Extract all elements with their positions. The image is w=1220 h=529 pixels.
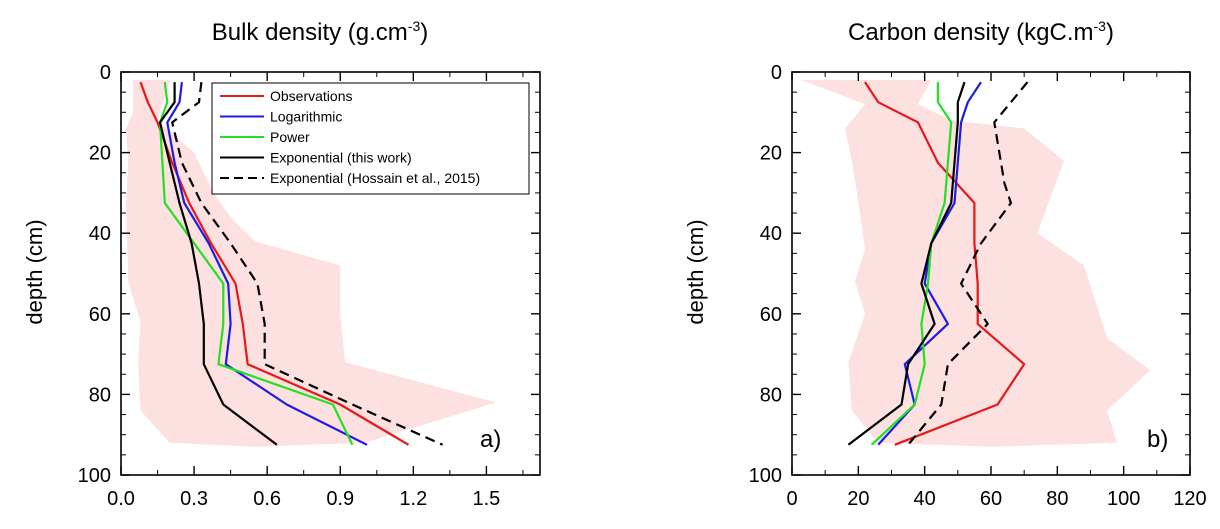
- x-tick-label: 0.3: [180, 488, 208, 510]
- legend-label: Observations: [270, 88, 352, 104]
- y-tick-label: 20: [760, 143, 782, 165]
- y-tick-label: 60: [760, 304, 782, 326]
- x-tick-label: 40: [914, 488, 936, 510]
- legend-label: Exponential (this work): [270, 150, 412, 166]
- series-line-exponential-this-work: [158, 82, 278, 446]
- panel-b-ylabel: depth (cm): [683, 219, 708, 324]
- panel-a-title: Bulk density (g.cm-3): [212, 18, 429, 46]
- legend-box: [211, 82, 530, 195]
- panel-b-label: b): [1147, 426, 1168, 453]
- x-tick-label: 80: [1046, 488, 1068, 510]
- series-line-exponential-this-work: [847, 81, 966, 446]
- x-tick-label: 0.6: [253, 488, 281, 510]
- x-tick-label: 60: [980, 488, 1002, 510]
- legend: Observations Logarithmic Power Exponential …: [211, 82, 530, 195]
- x-tick-label: 0: [786, 488, 797, 510]
- x-tick-label: 100: [1107, 488, 1140, 510]
- panel-b-title: Carbon density (kgC.m-3): [848, 18, 1114, 46]
- x-tick-label: 1.5: [473, 488, 501, 510]
- panel-a-ylabel: depth (cm): [22, 219, 47, 324]
- carbon-density-panel: Carbon density (kgC.m-3) depth (cm) b) 0…: [683, 18, 1207, 510]
- y-tick-label: 80: [89, 384, 111, 406]
- x-tick-label: 0.0: [107, 488, 135, 510]
- legend-label: Logarithmic: [270, 109, 342, 125]
- series-line-exponential-hossain-et-al-2015: [907, 81, 1029, 446]
- y-tick-label: 0: [100, 62, 111, 84]
- y-tick-label: 0: [771, 62, 782, 84]
- y-tick-label: 20: [89, 143, 111, 165]
- y-tick-label: 100: [78, 465, 111, 487]
- x-tick-label: 1.2: [399, 488, 427, 510]
- y-tick-label: 80: [760, 384, 782, 406]
- panel-a-label: a): [480, 426, 501, 453]
- series-line-logarithmic: [166, 81, 368, 446]
- x-tick-label: 120: [1173, 488, 1206, 510]
- y-tick-label: 60: [89, 304, 111, 326]
- y-tick-label: 100: [749, 465, 782, 487]
- series-line-observations: [139, 81, 410, 446]
- x-tick-label: 20: [847, 488, 869, 510]
- x-tick-label: 0.9: [326, 488, 354, 510]
- bulk-density-panel: Bulk density (g.cm-3) depth (cm) a) 0.0 0…: [22, 18, 541, 510]
- series-line-observations: [864, 81, 1026, 446]
- y-tick-label: 40: [760, 223, 782, 245]
- series-line-power: [158, 81, 354, 446]
- y-tick-label: 40: [89, 223, 111, 245]
- legend-label: Power: [270, 129, 310, 145]
- legend-label: Exponential (Hossain et al., 2015): [270, 170, 480, 186]
